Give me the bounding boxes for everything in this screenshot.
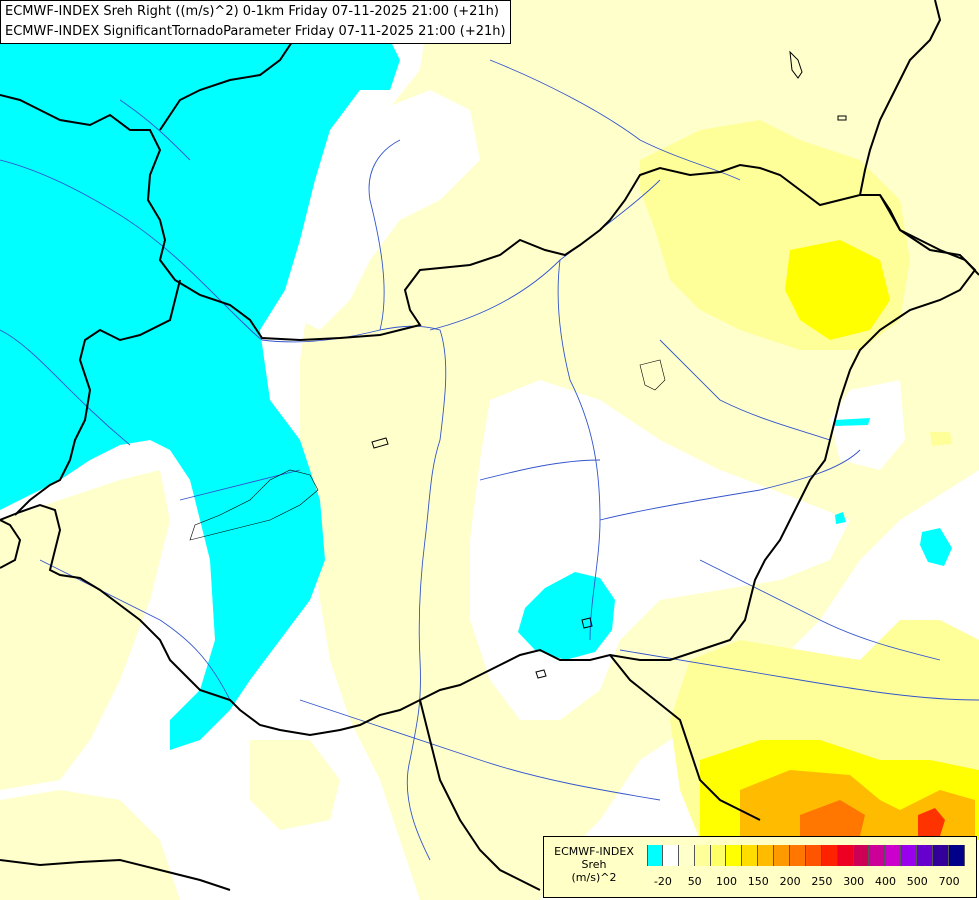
field-yellow-north [785,240,890,340]
lakes [371,50,847,679]
legend-swatch [948,845,965,866]
legend-swatch [853,845,870,866]
legend-swatch [726,845,743,866]
legend-tick-label: 500 [906,875,928,888]
legend-swatch [933,845,949,866]
field-pale-southwest-low [0,790,180,900]
map-title-box: ECMWF-INDEX Sreh Right ((m/s)^2) 0-1km F… [0,0,511,44]
legend-tick-label: 100 [716,875,737,888]
legend-swatch [662,845,679,866]
legend-tick-label: 700 [938,875,960,888]
region-lines [189,359,666,541]
legend-swatch [837,845,854,866]
legend-tick-label: 200 [779,875,801,888]
field-cyan-central [518,572,615,660]
rivers [0,59,979,861]
field-darkorange-core [800,800,865,836]
legend-swatch [885,845,902,866]
title-line-sreh: ECMWF-INDEX Sreh Right ((m/s)^2) 0-1km F… [5,4,499,19]
field-white-upper [300,90,480,330]
legend-swatch [901,845,918,866]
legend-tick-label: 300 [843,875,865,888]
legend-tick-labels: -20 50 100 150 200 250 300 400 500 700 [647,875,967,889]
legend-tick-label: 400 [875,875,896,888]
field-orange-southeast [740,770,975,836]
title-line-stp: ECMWF-INDEX SignificantTornadoParameter … [5,24,506,39]
legend-title-model: ECMWF-INDEX [554,845,634,858]
legend-tick-label: 150 [747,875,769,888]
field-pale-southwest [0,470,170,790]
legend-swatch [710,845,727,866]
field-pale-south [250,740,340,830]
field-red-core [918,808,945,836]
legend-swatch [694,845,711,866]
legend-swatch [774,845,791,866]
legend-swatch [917,845,934,866]
field-cyan-east-strip [835,418,870,426]
legend-title-param: Sreh [581,858,607,871]
legend-swatch [790,845,806,866]
legend-swatch [678,845,695,866]
legend-tick-label: 250 [811,875,833,888]
field-lightyellow-spot [930,432,952,446]
legend-swatch [647,845,663,866]
legend-swatch [742,845,759,866]
legend-swatch-bar [647,845,965,866]
legend-tick-label: 50 [687,875,702,888]
legend-title-unit: (m/s)^2 [571,871,617,884]
legend-swatch [805,845,822,866]
legend-swatch [821,845,838,866]
legend-title: ECMWF-INDEX Sreh (m/s)^2 [546,845,642,884]
legend-tick-label: -20 [653,875,672,888]
color-legend: ECMWF-INDEX Sreh (m/s)^2 -20 50 100 150 200 2… [543,836,977,898]
field-cyan-east-blob [920,528,952,566]
legend-swatch [869,845,886,866]
field-cyan-west [0,0,400,750]
legend-swatch [758,845,775,866]
field-cyan-east-dot [835,512,846,524]
